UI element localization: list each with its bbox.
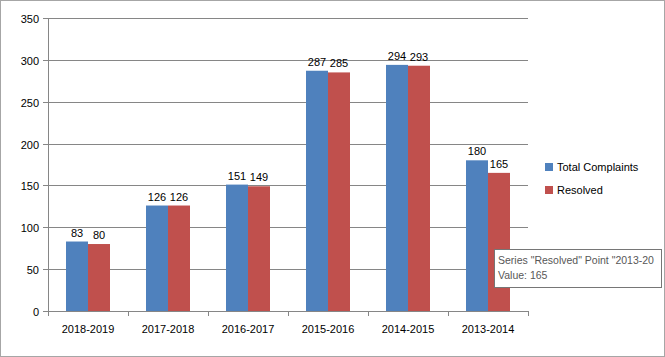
bar — [88, 244, 110, 311]
data-label: 80 — [93, 229, 105, 241]
x-tick-label: 2014-2015 — [382, 323, 435, 335]
bar — [328, 72, 350, 311]
bar — [408, 66, 430, 311]
y-tick-label: 50 — [27, 264, 39, 276]
bar — [168, 206, 190, 311]
bar — [226, 185, 248, 311]
y-tick — [43, 102, 48, 103]
tooltip: Series "Resolved" Point "2013-20 Value: 1… — [495, 250, 662, 288]
y-tick-label: 200 — [21, 139, 39, 151]
y-tick — [43, 269, 48, 270]
bars — [66, 65, 510, 311]
data-label: 180 — [468, 145, 486, 157]
bar — [66, 242, 88, 311]
bar — [488, 173, 510, 311]
bar — [146, 206, 168, 311]
chart-container: 0 50 100 150 200 250 300 350 2018-2019 2017-2018 2… — [0, 0, 665, 357]
y-tick-label: 300 — [21, 55, 39, 67]
chart-svg: 0 50 100 150 200 250 300 350 2018-2019 2017-2018 2… — [0, 0, 665, 357]
x-tick — [208, 311, 209, 316]
y-tick-label: 150 — [21, 180, 39, 192]
bar — [386, 65, 408, 311]
x-tick-label: 2018-2019 — [62, 323, 115, 335]
tooltip-box — [495, 250, 662, 288]
bar — [306, 71, 328, 311]
data-label: 149 — [250, 171, 268, 183]
legend: Total Complaints Resolved — [545, 161, 639, 196]
data-label: 126 — [148, 191, 166, 203]
data-labels: 83 126 151 287 294 180 80 126 149 285 293 165 — [71, 50, 508, 241]
x-tick — [448, 311, 449, 316]
bar — [248, 186, 270, 311]
y-tick — [43, 144, 48, 145]
y-tick-label: 350 — [21, 13, 39, 25]
chart-frame — [1, 1, 665, 357]
legend-label: Resolved — [557, 184, 603, 196]
x-tick-label: 2015-2016 — [302, 323, 355, 335]
grid-line — [48, 60, 528, 61]
grid-line — [48, 102, 528, 103]
y-tick — [43, 60, 48, 61]
tooltip-text: Series "Resolved" Point "2013-20 — [498, 254, 654, 266]
x-tick — [128, 311, 129, 316]
y-tick-label: 0 — [33, 306, 39, 318]
data-label: 285 — [330, 57, 348, 69]
data-label: 287 — [308, 56, 326, 68]
x-tick — [288, 311, 289, 316]
y-tick — [43, 185, 48, 186]
data-label: 293 — [410, 51, 428, 63]
grid-line — [48, 144, 528, 145]
x-tick — [368, 311, 369, 316]
data-label: 294 — [388, 50, 406, 62]
data-label: 126 — [170, 191, 188, 203]
grid-line — [48, 227, 528, 228]
legend-swatch — [545, 186, 553, 194]
data-label: 151 — [228, 170, 246, 182]
x-tick — [48, 311, 49, 316]
bar — [466, 160, 488, 311]
y-tick-label: 250 — [21, 97, 39, 109]
y-axis — [48, 18, 49, 311]
x-tick-label: 2016-2017 — [222, 323, 275, 335]
legend-swatch — [545, 163, 553, 171]
x-tick — [528, 311, 529, 316]
data-label: 165 — [490, 158, 508, 170]
y-tick — [43, 18, 48, 19]
grid-line — [48, 18, 528, 19]
legend-label: Total Complaints — [557, 161, 639, 173]
tooltip-text: Value: 165 — [498, 269, 548, 281]
x-tick-label: 2013-2014 — [462, 323, 515, 335]
grid-line — [48, 185, 528, 186]
y-tick-label: 100 — [21, 222, 39, 234]
x-tick-label: 2017-2018 — [142, 323, 195, 335]
grid-line — [48, 269, 528, 270]
y-tick — [43, 227, 48, 228]
y-tick — [43, 311, 48, 312]
data-label: 83 — [71, 227, 83, 239]
